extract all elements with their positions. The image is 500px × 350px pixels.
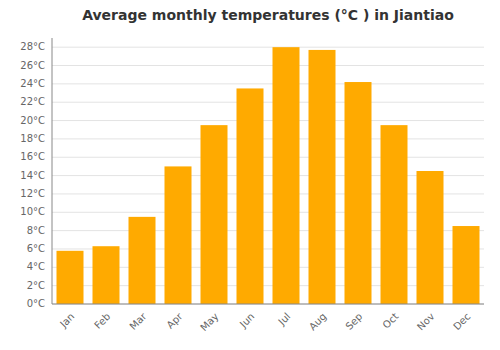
- bar: [273, 47, 300, 304]
- bar: [417, 171, 444, 304]
- x-tick-label: May: [198, 311, 220, 333]
- x-tick-label: Jul: [275, 311, 292, 328]
- bars: [57, 47, 480, 304]
- y-tick-label: 6°C: [27, 243, 45, 254]
- y-tick-label: 12°C: [20, 188, 45, 199]
- grid-line: [52, 138, 484, 139]
- bar: [93, 246, 120, 304]
- grid-line: [52, 47, 484, 48]
- y-axis: 0°C 2°C 4°C 6°C 8°C 10°C 12°C 14°C 16°C 18°C 20°C 2…: [20, 41, 45, 309]
- x-tick-label: Aug: [307, 311, 329, 333]
- x-tick-label: Mar: [127, 310, 149, 332]
- grid: [52, 47, 484, 304]
- x-tick-label: Jun: [237, 311, 257, 331]
- y-tick-label: 28°C: [20, 41, 45, 52]
- x-tick-label: Jan: [57, 311, 76, 330]
- grid-line: [52, 83, 484, 84]
- title: Average monthly temperatures (°C ) in Ji…: [82, 7, 454, 23]
- grid-line: [52, 65, 484, 66]
- y-tick-label: 22°C: [20, 96, 45, 107]
- bar: [453, 226, 480, 304]
- y-axis-line: [52, 38, 53, 304]
- y-tick-label: 0°C: [27, 298, 45, 309]
- x-tick-label: Sep: [343, 311, 364, 332]
- y-tick-label: 26°C: [20, 60, 45, 71]
- bar: [237, 88, 264, 304]
- grid-line: [52, 304, 484, 305]
- chart-container: Average monthly temperatures (°C ) in Ji…: [0, 0, 500, 350]
- y-tick-label: 14°C: [20, 170, 45, 181]
- bar: [381, 125, 408, 304]
- bar: [309, 50, 336, 304]
- x-tick-label: Dec: [451, 311, 472, 332]
- grid-line: [52, 157, 484, 158]
- bar: [57, 251, 84, 304]
- chart: Average monthly temperatures (°C ) in Ji…: [0, 0, 500, 350]
- x-axis-line: [52, 304, 484, 305]
- bar: [129, 217, 156, 304]
- grid-line: [52, 102, 484, 103]
- grid-line: [52, 120, 484, 121]
- y-tick-label: 18°C: [20, 133, 45, 144]
- x-tick-label: Feb: [92, 311, 112, 331]
- x-axis: Jan Feb Mar Apr May Jun Jul Aug Sep Oct Nov Dec: [57, 310, 472, 333]
- bar: [345, 82, 372, 304]
- bar: [201, 125, 228, 304]
- y-tick-label: 8°C: [27, 225, 45, 236]
- x-tick-label: Nov: [415, 311, 437, 333]
- x-tick-label: Apr: [164, 310, 185, 331]
- y-tick-label: 20°C: [20, 115, 45, 126]
- bar: [165, 166, 192, 304]
- x-tick-label: Oct: [380, 311, 400, 331]
- y-tick-label: 10°C: [20, 206, 45, 217]
- y-tick-label: 2°C: [27, 280, 45, 291]
- y-tick-label: 24°C: [20, 78, 45, 89]
- y-tick-label: 4°C: [27, 261, 45, 272]
- y-tick-label: 16°C: [20, 151, 45, 162]
